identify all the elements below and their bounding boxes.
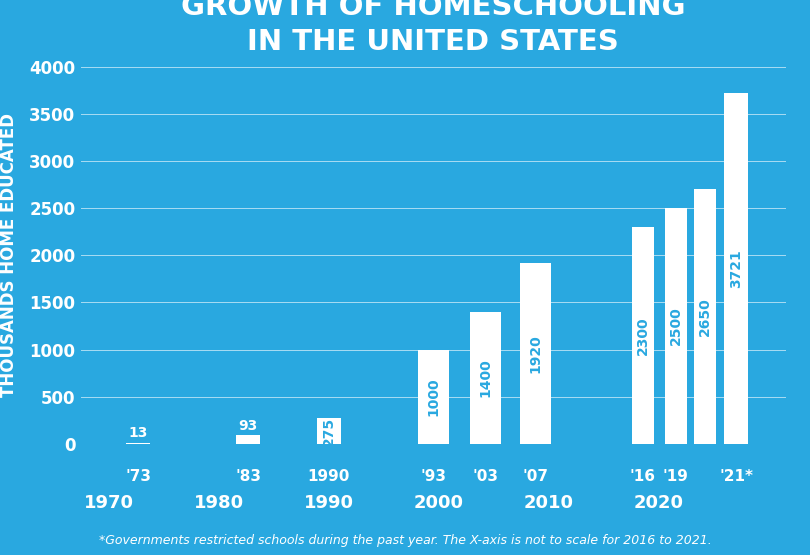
Title: GROWTH OF HOMESCHOOLING
IN THE UNITED STATES: GROWTH OF HOMESCHOOLING IN THE UNITED ST…: [181, 0, 685, 56]
Bar: [237, 435, 261, 444]
Text: '83: '83: [236, 469, 262, 484]
Y-axis label: THOUSANDS HOME EDUCATED: THOUSANDS HOME EDUCATED: [0, 113, 18, 397]
Text: *Governments restricted schools during the past year. The X-axis is not to scale: *Governments restricted schools during t…: [99, 534, 711, 547]
Text: 1990: 1990: [304, 494, 354, 512]
Bar: [664, 208, 687, 444]
Text: 2000: 2000: [414, 494, 464, 512]
Bar: [470, 312, 501, 444]
Text: 13: 13: [129, 426, 148, 441]
Text: 3721: 3721: [729, 249, 743, 288]
Text: '21*: '21*: [719, 469, 753, 484]
Text: 1990: 1990: [308, 469, 350, 484]
Bar: [126, 443, 151, 444]
Text: 2650: 2650: [698, 297, 712, 336]
Text: 93: 93: [239, 419, 258, 433]
Text: '03: '03: [472, 469, 498, 484]
Text: 1920: 1920: [529, 334, 543, 373]
Text: '19: '19: [663, 469, 688, 484]
Bar: [418, 350, 449, 444]
Text: 1400: 1400: [478, 359, 492, 397]
Bar: [520, 263, 551, 444]
Text: 275: 275: [322, 416, 336, 446]
Bar: [724, 93, 748, 444]
Text: 2500: 2500: [668, 307, 683, 345]
Text: 2300: 2300: [636, 316, 650, 355]
Text: 2020: 2020: [634, 494, 684, 512]
Bar: [317, 418, 341, 444]
Text: '16: '16: [629, 469, 655, 484]
Bar: [632, 227, 654, 444]
Text: 1000: 1000: [426, 377, 441, 416]
Text: '07: '07: [522, 469, 548, 484]
Text: 2010: 2010: [524, 494, 574, 512]
Text: 1980: 1980: [194, 494, 244, 512]
Text: 1970: 1970: [83, 494, 134, 512]
Text: '93: '93: [420, 469, 446, 484]
Text: '73: '73: [126, 469, 151, 484]
Bar: [694, 189, 716, 444]
